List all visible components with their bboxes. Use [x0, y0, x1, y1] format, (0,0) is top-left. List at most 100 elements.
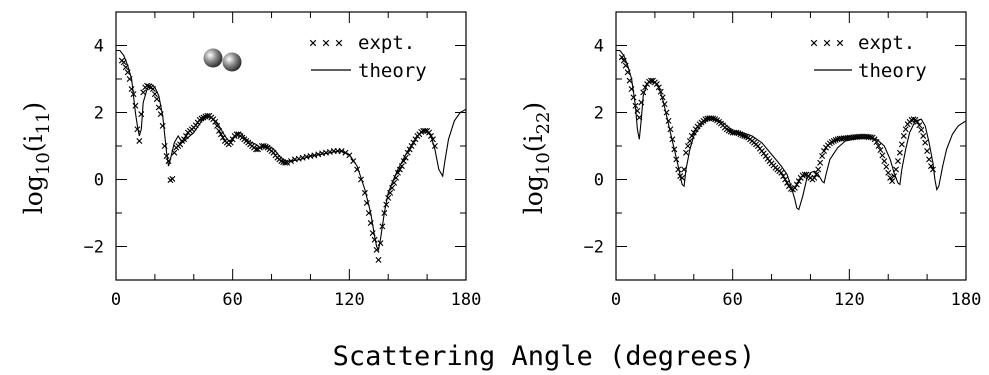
data-point-expt [157, 111, 164, 118]
data-point-expt [233, 131, 240, 138]
data-point-expt [358, 176, 364, 183]
data-point-expt [690, 129, 697, 136]
data-point-expt [793, 181, 800, 188]
data-point-expt [375, 256, 382, 263]
data-point-expt [667, 126, 674, 133]
data-point-expt [929, 166, 936, 173]
legend-cross-mark [810, 39, 818, 47]
data-point-expt [671, 146, 678, 153]
data-point-expt [140, 89, 147, 96]
data-point-expt [620, 57, 627, 64]
x-tick-label: 120 [334, 290, 365, 310]
legend-cross-mark [309, 39, 317, 47]
data-point-expt [369, 230, 376, 237]
data-point-expt [396, 166, 403, 173]
data-point-expt [910, 116, 917, 123]
data-point-expt [879, 152, 886, 159]
data-point-expt [688, 132, 695, 139]
data-point-expt [204, 112, 211, 119]
data-point-expt [881, 158, 888, 165]
y-tick-label: −2 [84, 238, 104, 258]
data-point-expt [784, 179, 791, 186]
data-point-expt [642, 84, 649, 91]
data-point-expt [381, 210, 388, 216]
legend-cross-sample [309, 39, 343, 47]
data-point-expt [361, 189, 368, 196]
data-point-expt [817, 159, 824, 166]
data-point-expt [169, 175, 176, 182]
data-point-expt [733, 129, 740, 136]
data-point-expt [778, 169, 785, 176]
y-tick-label: −2 [584, 238, 604, 258]
y-axis-title: log10(i22) [519, 102, 554, 214]
data-point-expt [130, 91, 137, 98]
y-tick-label: 0 [594, 171, 604, 191]
data-point-expt [393, 174, 399, 181]
data-point-expt [350, 158, 357, 165]
data-point-expt [821, 148, 828, 155]
chart-panel-left: log10(i11) expt. theory 0 60 120 180 −2 0 2 4 [19, 11, 481, 310]
data-point-expt [429, 136, 436, 143]
svg-text:log10(i22): log10(i22) [519, 102, 554, 214]
data-point-expt [922, 139, 929, 146]
two-spheres-icon [203, 48, 242, 72]
data-point-expt [675, 166, 682, 173]
data-point-expt [634, 107, 641, 114]
plot-data [616, 49, 966, 211]
data-point-expt [151, 91, 158, 98]
x-tick-label: 180 [951, 290, 982, 310]
data-point-expt [391, 179, 398, 186]
data-point-expt [815, 166, 822, 173]
data-point-expt [885, 169, 892, 176]
data-point-expt [883, 163, 890, 170]
legend-entry-expt: expt. [358, 32, 415, 54]
data-point-expt [648, 77, 654, 84]
data-point-expt [640, 89, 647, 96]
data-point-expt [684, 143, 691, 149]
legend-cross-mark [335, 39, 343, 47]
data-point-expt [663, 109, 670, 116]
data-point-expt [144, 82, 151, 89]
data-point-expt [159, 122, 166, 129]
data-point-expt [636, 114, 643, 121]
data-point-expt [149, 86, 156, 93]
data-point-expt [227, 139, 234, 146]
data-point-expt [412, 136, 419, 143]
y-tick-label: 0 [94, 171, 104, 191]
svg-text:log10(i11): log10(i11) [19, 102, 54, 214]
data-point-expt [887, 174, 894, 181]
data-point-expt [365, 210, 372, 216]
data-point-expt [889, 178, 896, 185]
data-point-expt [780, 173, 787, 180]
y-tick-label: 2 [594, 104, 604, 124]
data-point-expt [918, 126, 925, 133]
data-point-expt [377, 240, 384, 247]
data-point-expt [628, 86, 635, 93]
legend-entry-theory: theory [858, 60, 927, 82]
data-point-expt [288, 158, 294, 165]
y-tick-label: 4 [94, 37, 104, 57]
data-point-expt [894, 158, 901, 165]
data-point-expt [161, 143, 168, 149]
x-tick-label: 60 [722, 290, 742, 310]
data-point-expt [229, 136, 236, 143]
data-point-expt [914, 118, 921, 125]
data-point-expt [681, 166, 688, 173]
legend-cross-mark [823, 39, 831, 47]
data-point-expt [383, 201, 390, 208]
data-point-expt [373, 246, 380, 253]
data-point-expt [155, 104, 162, 111]
data-point-expt [385, 194, 392, 201]
data-point-expt [916, 122, 923, 129]
data-point-expt [181, 136, 188, 143]
data-point-expt [873, 138, 880, 145]
x-axis-title: Scattering Angle (degrees) [333, 341, 756, 372]
chart-panel-right: log10(i22) expt. theory 0 60 120 180 −2 0 2 4 [519, 11, 982, 310]
data-point-expt [679, 174, 686, 181]
data-point-expt [626, 77, 633, 84]
data-point-expt [122, 64, 129, 71]
data-point-expt [371, 236, 378, 243]
data-point-expt [877, 147, 884, 154]
data-point-expt [406, 146, 413, 153]
data-point-expt [394, 169, 401, 176]
